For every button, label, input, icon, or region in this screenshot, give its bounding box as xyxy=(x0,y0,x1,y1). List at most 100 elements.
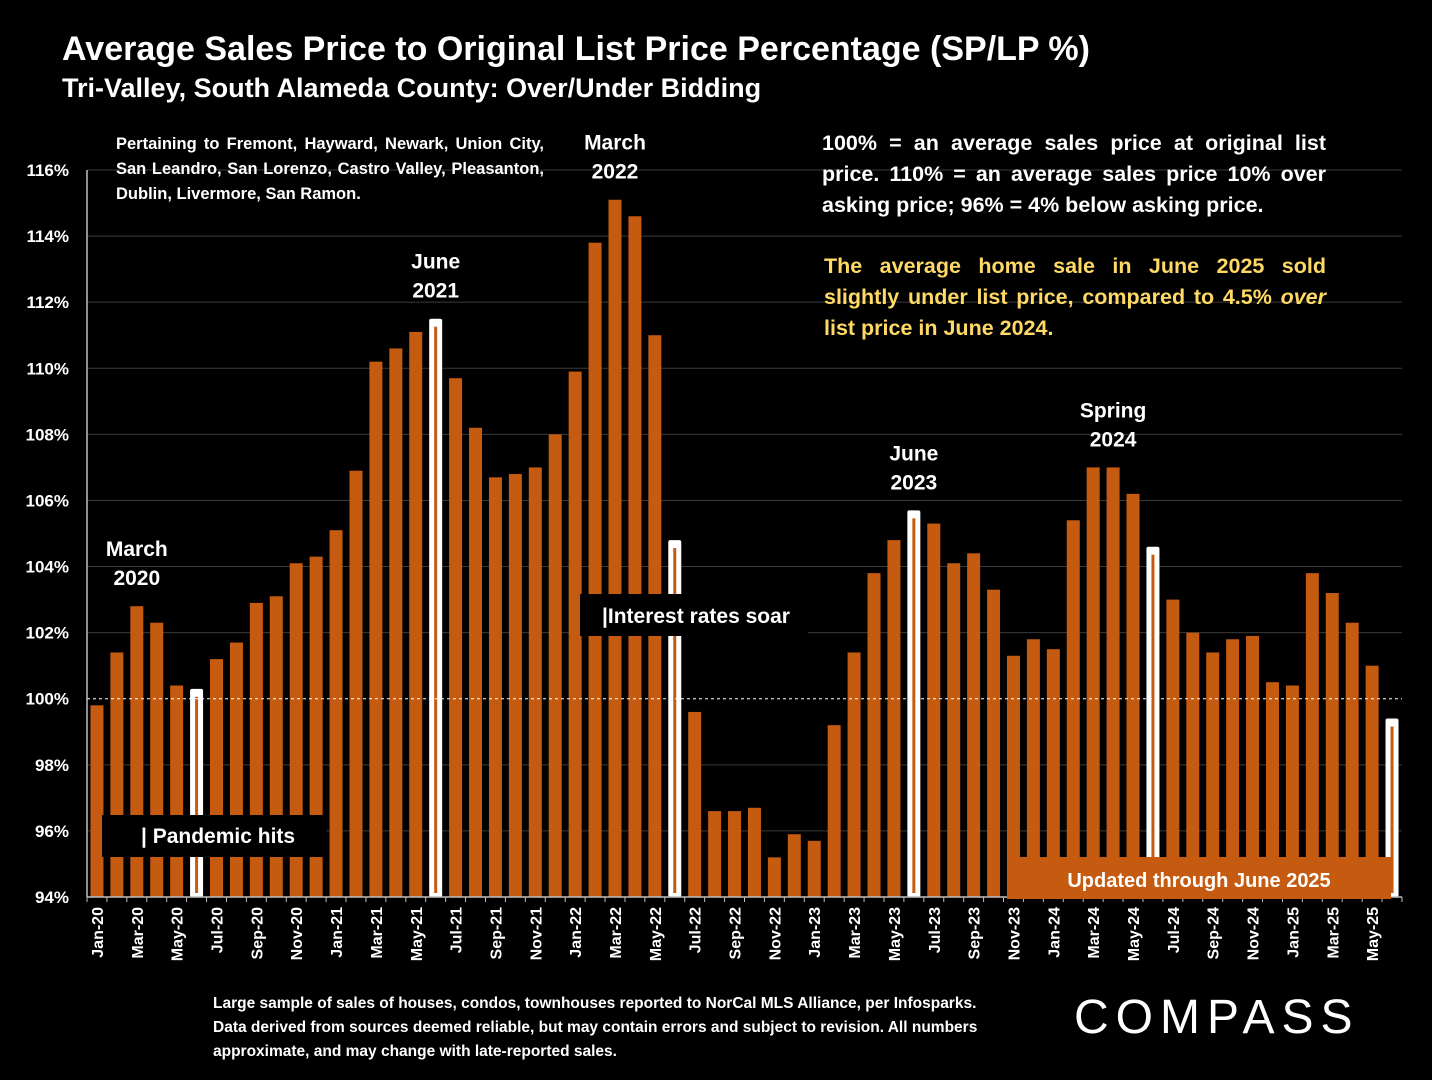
x-tick-label: Sep-21 xyxy=(488,907,505,960)
updated-callout-box xyxy=(1007,857,1391,899)
bar xyxy=(1026,639,1040,897)
peak-annotation: 2024 xyxy=(1090,428,1137,451)
y-tick-label: 100% xyxy=(26,690,69,709)
bar xyxy=(887,540,901,897)
bar xyxy=(947,563,961,897)
rates-callout: |Interest rates soar xyxy=(602,605,790,628)
x-tick-label: Jul-23 xyxy=(927,907,944,953)
bar xyxy=(1006,655,1020,897)
x-tick-label: Jan-25 xyxy=(1285,907,1302,958)
x-tick-label: Jan-21 xyxy=(329,907,346,958)
bar-highlight-core xyxy=(195,696,199,893)
x-tick-label: Nov-23 xyxy=(1006,907,1023,960)
bar xyxy=(488,477,502,897)
x-tick-label: Jul-22 xyxy=(688,907,705,953)
bar xyxy=(1226,639,1240,897)
x-tick-label: Sep-23 xyxy=(967,907,984,960)
chart-subtitle: Tri-Valley, South Alameda County: Over/U… xyxy=(62,73,762,103)
peak-annotation: March xyxy=(106,538,168,561)
bar xyxy=(1345,622,1359,897)
x-tick-label: Jan-22 xyxy=(568,907,585,958)
y-tick-label: 94% xyxy=(35,888,69,907)
x-tick-label: Jul-21 xyxy=(449,907,466,953)
bar xyxy=(1285,685,1299,897)
x-tick-label: May-25 xyxy=(1365,907,1382,961)
x-tick-label: Nov-22 xyxy=(767,907,784,960)
region-note: Pertaining to Fremont, Hayward, Newark, … xyxy=(116,135,544,203)
y-tick-label: 112% xyxy=(26,293,69,312)
x-tick-label: May-24 xyxy=(1126,907,1143,961)
bar xyxy=(389,348,403,898)
bar xyxy=(329,530,343,897)
bar xyxy=(1265,682,1279,897)
y-tick-label: 116% xyxy=(26,161,69,180)
updated-callout: Updated through June 2025 xyxy=(1067,870,1330,892)
highlight-note-part1: The average home sale in June 2025 sold … xyxy=(824,254,1326,309)
y-tick-label: 96% xyxy=(35,822,69,841)
bar xyxy=(1066,520,1080,897)
bar xyxy=(449,378,463,897)
bar xyxy=(289,563,303,897)
bar xyxy=(1106,467,1120,897)
bar-highlight-core xyxy=(1390,726,1394,893)
bar xyxy=(110,652,124,897)
bar-highlight-core xyxy=(673,548,677,893)
source-footnote: Large sample of sales of houses, condos,… xyxy=(213,995,978,1060)
y-tick-label: 98% xyxy=(35,756,69,775)
bar xyxy=(1365,665,1379,897)
bar xyxy=(728,811,742,897)
bar xyxy=(1166,599,1180,897)
bar xyxy=(1126,493,1140,897)
bar xyxy=(967,553,981,897)
highlight-note-over: over xyxy=(1280,285,1326,309)
x-tick-label: Mar-21 xyxy=(369,907,386,959)
definition-note: 100% = an average sales price at origina… xyxy=(822,131,1326,217)
bar xyxy=(767,857,781,897)
rates-callout-box xyxy=(580,594,808,636)
peak-annotation: 2023 xyxy=(890,471,937,494)
bar xyxy=(409,331,423,897)
bar-highlight-core xyxy=(434,326,438,893)
pandemic-callout: | Pandemic hits xyxy=(141,825,295,848)
peak-annotation: Spring xyxy=(1080,399,1147,422)
x-tick-label: Nov-20 xyxy=(289,907,306,960)
peak-annotation: June xyxy=(889,442,938,465)
bar xyxy=(588,242,602,897)
chart-title: Average Sales Price to Original List Pri… xyxy=(62,30,1090,68)
bar xyxy=(170,685,184,897)
x-tick-label: Sep-20 xyxy=(249,907,266,960)
bar xyxy=(90,705,104,897)
peak-annotation: March xyxy=(584,132,646,155)
bar xyxy=(568,371,582,897)
x-tick-label: Mar-25 xyxy=(1325,907,1342,959)
bar xyxy=(210,659,224,897)
x-tick-label: Jul-20 xyxy=(210,907,227,953)
bar xyxy=(469,427,483,897)
y-tick-label: 102% xyxy=(26,624,69,643)
bar xyxy=(1186,632,1200,897)
x-tick-label: Mar-22 xyxy=(608,907,625,959)
x-tick-label: May-21 xyxy=(409,907,426,961)
bar xyxy=(708,811,722,897)
x-tick-label: Jul-24 xyxy=(1166,907,1183,953)
y-tick-label: 106% xyxy=(26,491,69,510)
x-tick-label: May-23 xyxy=(887,907,904,961)
peak-annotation: 2021 xyxy=(412,280,459,303)
bar xyxy=(608,199,622,897)
x-tick-label: Mar-23 xyxy=(847,907,864,959)
bar xyxy=(1206,652,1220,897)
highlight-note: The average home sale in June 2025 sold … xyxy=(824,251,1326,344)
bar xyxy=(369,361,383,897)
bar xyxy=(1305,573,1319,897)
bar xyxy=(628,216,642,897)
bar xyxy=(508,474,522,897)
bar xyxy=(1086,467,1100,897)
x-tick-label: Jan-24 xyxy=(1046,907,1063,958)
y-tick-label: 104% xyxy=(26,558,69,577)
bar xyxy=(847,652,861,897)
x-tick-label: Nov-21 xyxy=(528,907,545,960)
bar xyxy=(1325,592,1339,897)
bar xyxy=(309,556,323,897)
bar xyxy=(229,642,243,897)
